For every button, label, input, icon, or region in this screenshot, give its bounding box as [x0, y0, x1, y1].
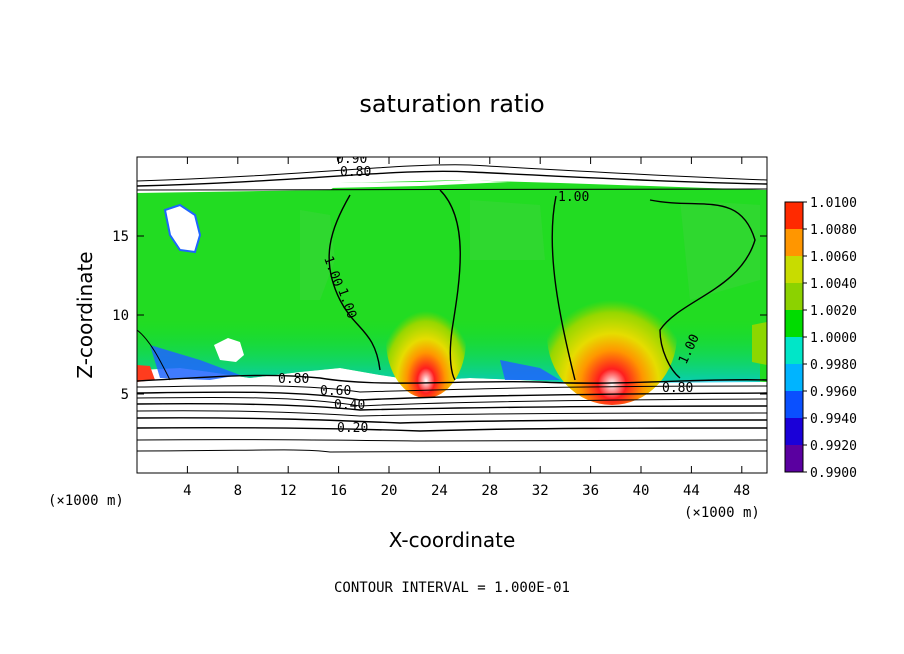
contour-label-0-90: 0.90 — [336, 152, 367, 167]
x-axis: 4 8 12 16 20 24 28 32 36 40 44 48 — [183, 157, 750, 499]
dry-hole-mid — [214, 338, 244, 362]
contour-label-0-60: 0.60 — [320, 384, 351, 399]
colorbar-segment — [785, 202, 803, 229]
colorbar-segment — [785, 445, 803, 472]
colorbar-segment — [785, 283, 803, 310]
colorbar-segment — [785, 310, 803, 337]
plume-left — [386, 282, 466, 398]
x-tick-label: 44 — [683, 483, 700, 499]
dry-band-top — [330, 180, 510, 188]
colorbar-segment — [785, 256, 803, 283]
colorbar-label: 1.0020 — [810, 304, 857, 319]
x-tick-label: 8 — [234, 483, 242, 499]
colorbar-label: 1.0000 — [810, 331, 857, 346]
y-tick-label: 15 — [112, 229, 129, 245]
colorbar-label: 0.9980 — [810, 358, 857, 373]
x-tick-label: 16 — [330, 483, 347, 499]
x-tick-label: 40 — [633, 483, 650, 499]
x-tick-label: 20 — [381, 483, 398, 499]
colorbar: 0.9900 0.9920 0.9940 0.9960 0.9980 1.0000 1.00… — [784, 196, 857, 481]
y-unit-label: (×1000 m) — [48, 493, 124, 509]
x-tick-label: 36 — [582, 483, 599, 499]
colorbar-label: 0.9900 — [810, 466, 857, 481]
colorbar-segment — [785, 418, 803, 445]
x-unit-label: (×1000 m) — [684, 505, 760, 521]
dry-hole-top-left — [163, 203, 202, 254]
colorbar-label: 0.9940 — [810, 412, 857, 427]
colorbar-segment — [785, 229, 803, 256]
y-axis: 5 10 15 — [112, 229, 767, 403]
contour-label-1-00-right: 1.00 — [558, 190, 589, 205]
x-tick-label: 4 — [183, 483, 191, 499]
chart-title: saturation ratio — [359, 90, 544, 118]
colorbar-label: 1.0040 — [810, 277, 857, 292]
contour-label-0-80-top: 0.80 — [340, 165, 371, 180]
contour-label-0-80-low: 0.80 — [278, 372, 309, 387]
contour-label-0-80-right: 0.80 — [662, 381, 693, 396]
x-tick-label: 32 — [532, 483, 549, 499]
colorbar-label: 1.0100 — [810, 196, 857, 211]
colorbar-label: 1.0060 — [810, 250, 857, 265]
x-axis-title: X-coordinate — [389, 528, 516, 552]
blue-patch — [150, 345, 560, 380]
x-tick-label: 24 — [431, 483, 448, 499]
contour-label-0-20: 0.20 — [337, 421, 368, 436]
colorbar-segment — [785, 337, 803, 364]
colorbar-label: 0.9960 — [810, 385, 857, 400]
plot-area: 0.90 0.80 1.00 1.00 1.00 0.80 0.60 0.40 … — [137, 152, 767, 473]
x-tick-label: 28 — [481, 483, 498, 499]
colorbar-label: 0.9920 — [810, 439, 857, 454]
y-axis-title: Z-coordinate — [73, 251, 97, 378]
contour-label-0-40: 0.40 — [334, 398, 365, 413]
edge-plume-right — [752, 322, 767, 365]
green-texture — [300, 200, 760, 300]
contour-interval-note: CONTOUR INTERVAL = 1.000E-01 — [334, 580, 570, 596]
x-tick-label: 48 — [733, 483, 750, 499]
colorbar-label: 1.0080 — [810, 223, 857, 238]
edge-plume-left — [137, 365, 155, 382]
plume-right — [547, 265, 677, 405]
y-tick-label: 5 — [121, 387, 129, 403]
contour-lines — [137, 164, 767, 453]
colorbar-segment — [785, 364, 803, 391]
x-tick-label: 12 — [280, 483, 297, 499]
colorbar-segment — [785, 391, 803, 418]
y-tick-label: 10 — [112, 308, 129, 324]
